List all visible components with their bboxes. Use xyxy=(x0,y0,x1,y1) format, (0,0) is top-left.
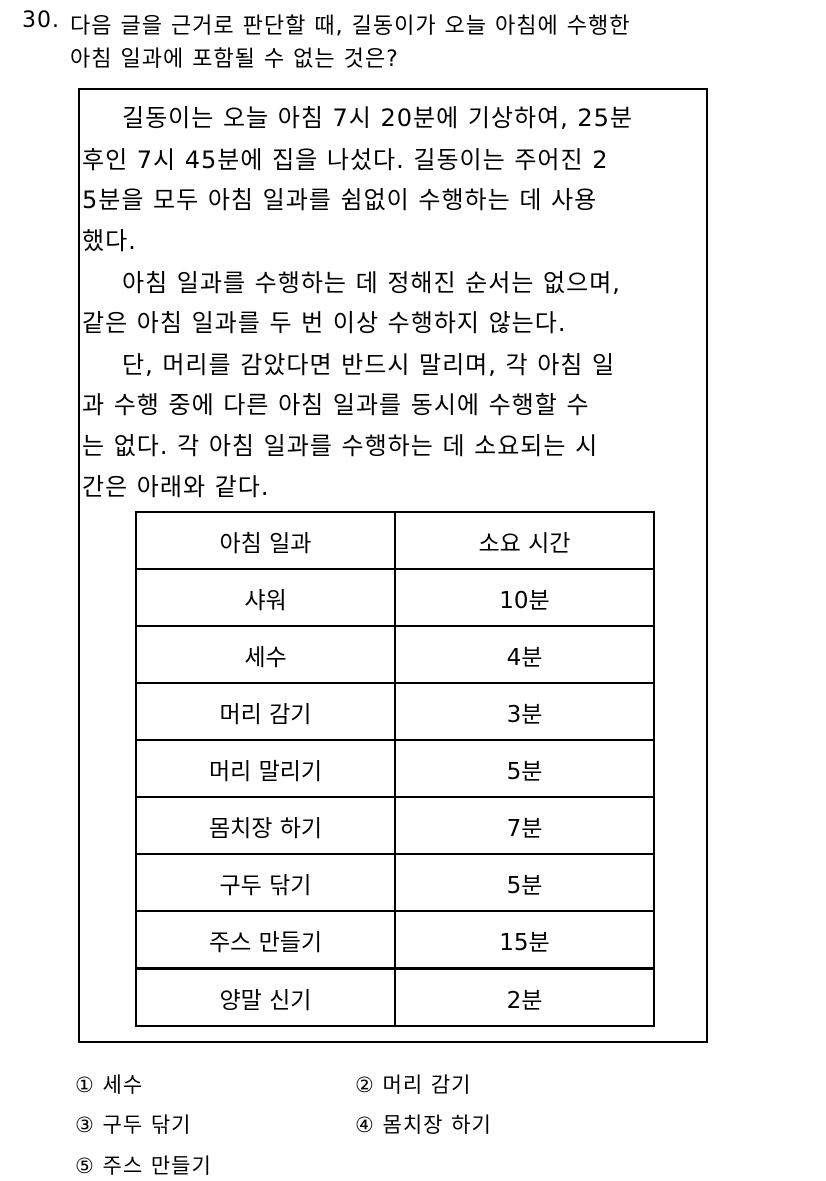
cell: 머리 감기 xyxy=(135,682,396,741)
cell: 5분 xyxy=(394,739,655,798)
cell: 3분 xyxy=(394,682,655,741)
option-4[interactable]: ④ 몸치장 하기 xyxy=(355,1113,492,1137)
table-row: 주스 만들기 15분 xyxy=(135,910,655,970)
passage-line: 단, 머리를 감았다면 반드시 말리며, 각 아침 일 xyxy=(122,351,616,379)
table-row: 머리 감기 3분 xyxy=(135,682,655,741)
table-row: 샤워 10분 xyxy=(135,568,655,627)
cell: 샤워 xyxy=(135,568,396,627)
passage-line: 길동이는 오늘 아침 7시 20분에 기상하여, 25분 xyxy=(122,104,634,132)
cell: 15분 xyxy=(394,910,655,970)
cell: 몸치장 하기 xyxy=(135,796,396,855)
option-5[interactable]: ⑤ 주스 만들기 xyxy=(75,1154,212,1178)
table-row: 세수 4분 xyxy=(135,625,655,684)
question-stem-line-1: 다음 글을 근거로 판단할 때, 길동이가 오늘 아침에 수행한 xyxy=(70,14,631,39)
table-row: 몸치장 하기 7분 xyxy=(135,796,655,855)
passage-line: 했다. xyxy=(82,227,137,255)
passage-line: 후인 7시 45분에 집을 나섰다. 길동이는 주어진 2 xyxy=(82,146,609,174)
table-row: 구두 닦기 5분 xyxy=(135,853,655,912)
header-cell: 소요 시간 xyxy=(394,511,655,570)
table-row: 머리 말리기 5분 xyxy=(135,739,655,798)
routine-time-table: 아침 일과 소요 시간 샤워 10분 세수 4분 머리 감기 3분 머리 말리기 5분 … xyxy=(135,511,655,1027)
cell: 2분 xyxy=(394,967,655,1027)
cell: 5분 xyxy=(394,853,655,912)
cell: 주스 만들기 xyxy=(135,910,396,970)
cell: 머리 말리기 xyxy=(135,739,396,798)
question-number: 30. xyxy=(22,8,60,33)
cell: 7분 xyxy=(394,796,655,855)
option-3[interactable]: ③ 구두 닦기 xyxy=(75,1113,192,1137)
passage-line: 같은 아침 일과를 두 번 이상 수행하지 않는다. xyxy=(82,309,567,337)
cell: 구두 닦기 xyxy=(135,853,396,912)
cell: 세수 xyxy=(135,625,396,684)
passage-line: 아침 일과를 수행하는 데 정해진 순서는 없으며, xyxy=(122,269,621,297)
cell: 10분 xyxy=(394,568,655,627)
option-1[interactable]: ① 세수 xyxy=(75,1073,144,1097)
passage-line: 간은 아래와 같다. xyxy=(82,473,270,501)
header-cell: 아침 일과 xyxy=(135,511,396,570)
passage-box xyxy=(78,88,708,1043)
passage-line: 5분을 모두 아침 일과를 쉼없이 수행하는 데 사용 xyxy=(82,186,598,214)
question-stem-line-2: 아침 일과에 포함될 수 없는 것은? xyxy=(70,47,399,72)
cell: 4분 xyxy=(394,625,655,684)
passage-line: 는 없다. 각 아침 일과를 수행하는 데 소요되는 시 xyxy=(82,432,599,460)
table-header-row: 아침 일과 소요 시간 xyxy=(135,511,655,570)
passage-line: 과 수행 중에 다른 아침 일과를 동시에 수행할 수 xyxy=(82,391,590,419)
table-row: 양말 신기 2분 xyxy=(135,967,655,1027)
option-2[interactable]: ② 머리 감기 xyxy=(355,1073,472,1097)
cell: 양말 신기 xyxy=(135,967,396,1027)
